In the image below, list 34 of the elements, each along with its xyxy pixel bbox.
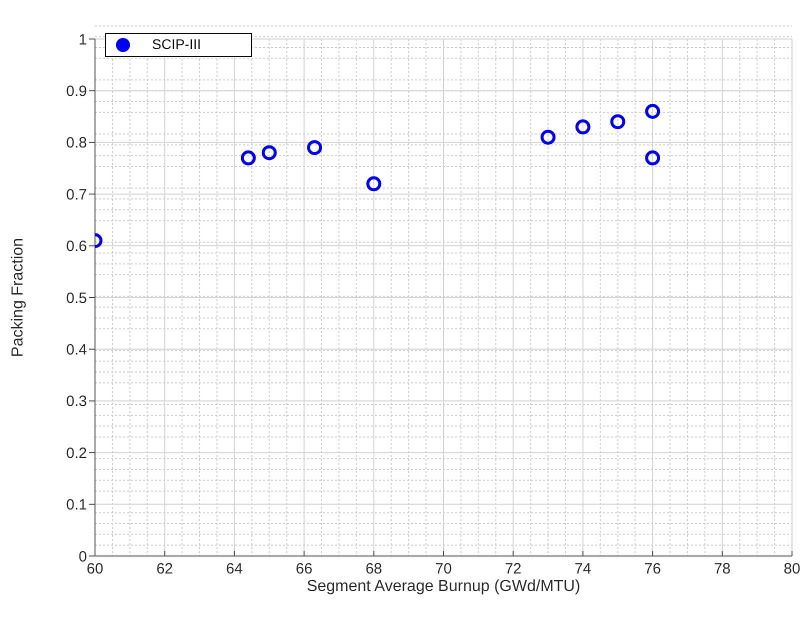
x-tick-label: 62 — [156, 560, 174, 578]
point — [645, 104, 660, 119]
x-tick-label: 78 — [714, 560, 731, 578]
x-tick-label: 68 — [365, 560, 382, 578]
point — [240, 150, 256, 166]
y-tick-label: 1 — [78, 31, 87, 48]
x-tick-label: 64 — [226, 560, 243, 578]
y-tick-label: 0 — [78, 548, 87, 566]
point — [610, 114, 626, 130]
y-tick-label: 0.6 — [66, 238, 87, 256]
legend-label: SCIP-III — [152, 36, 202, 52]
x-tick-label: 76 — [644, 560, 661, 578]
x-tick-label: 72 — [504, 560, 522, 578]
y-tick-label: 0.9 — [66, 83, 87, 100]
y-tick-label: 0.4 — [66, 342, 87, 359]
x-tick-label: 74 — [574, 560, 592, 578]
y-axis-title: Packing Fraction — [10, 238, 27, 358]
point — [366, 176, 382, 192]
y-tick-label: 0.1 — [66, 496, 87, 514]
x-axis-title: Segment Average Burnup (GWd/MTU) — [306, 578, 580, 595]
y-tick-label: 0.3 — [66, 393, 87, 410]
point — [307, 140, 322, 156]
x-tick-label: 60 — [86, 560, 104, 578]
point — [575, 119, 590, 134]
x-tick-label: 80 — [784, 560, 800, 578]
y-tick-label: 0.8 — [66, 134, 87, 152]
point — [262, 145, 277, 160]
point — [645, 150, 660, 166]
x-tick-label: 66 — [296, 560, 312, 578]
y-tick-label: 0.2 — [66, 444, 87, 462]
point — [540, 130, 556, 145]
x-tick-label: 70 — [435, 560, 452, 578]
y-tick-label: 0.7 — [66, 186, 87, 204]
y-tick-label: 0.5 — [66, 290, 87, 307]
